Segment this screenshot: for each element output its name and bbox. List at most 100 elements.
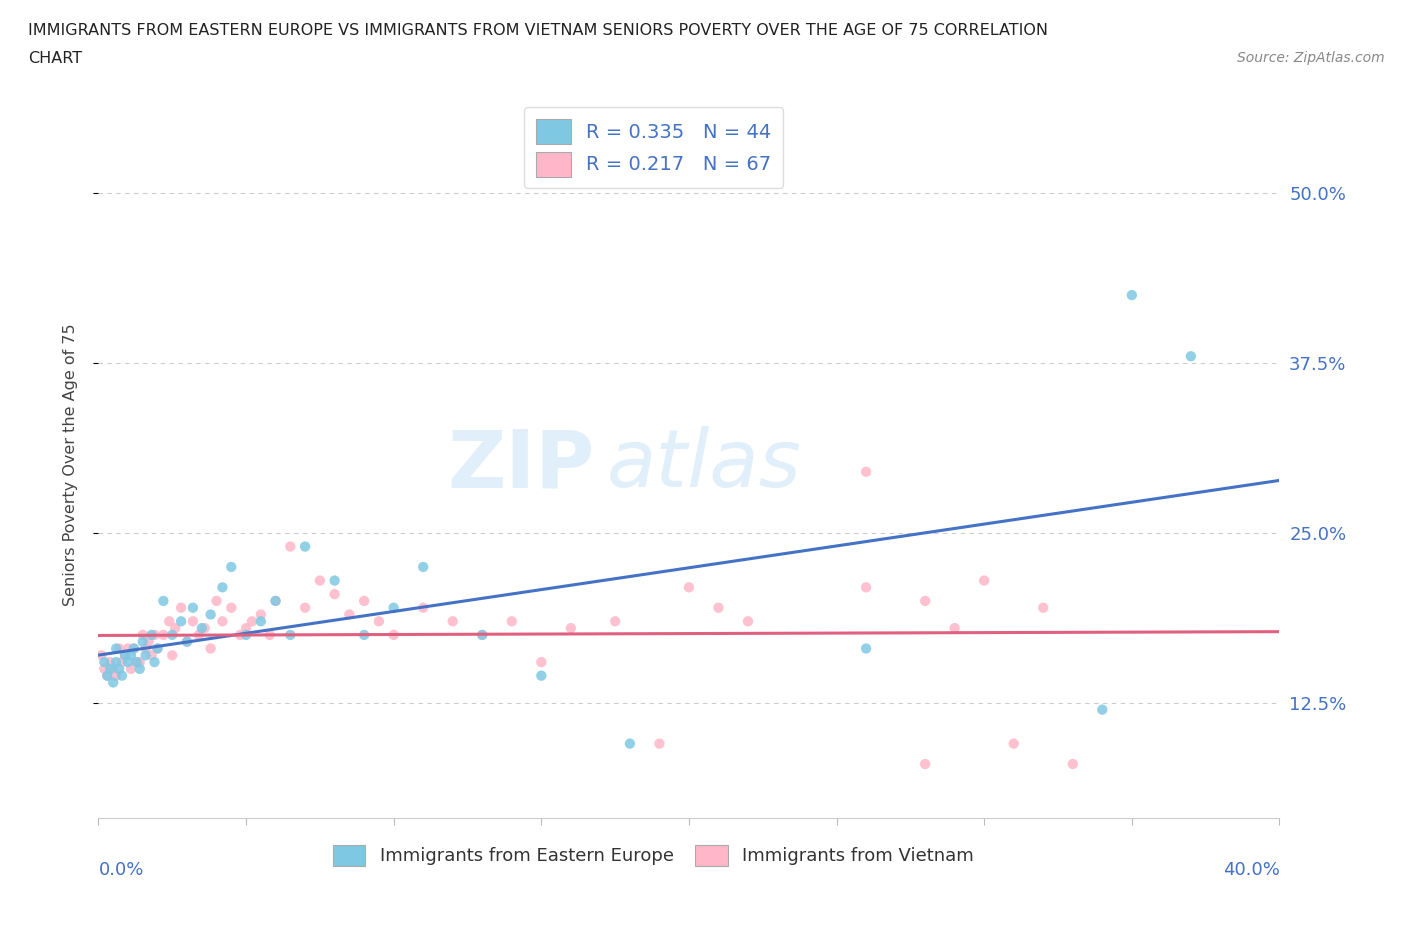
Point <box>855 641 877 656</box>
Point <box>152 593 174 608</box>
Point <box>412 600 434 615</box>
Point <box>250 614 273 629</box>
Point <box>211 614 233 629</box>
Point <box>205 593 228 608</box>
Point <box>162 628 183 643</box>
Point <box>141 628 163 643</box>
Point <box>914 593 936 608</box>
Point <box>368 614 391 629</box>
Point <box>471 628 494 643</box>
Point <box>353 593 375 608</box>
Point <box>105 641 128 656</box>
Point <box>294 539 316 554</box>
Point <box>125 655 148 670</box>
Point <box>176 634 198 649</box>
Point <box>1121 287 1143 302</box>
Text: 0.0%: 0.0% <box>98 861 143 879</box>
Point <box>221 600 243 615</box>
Point <box>181 614 204 629</box>
Point <box>120 661 142 676</box>
Text: CHART: CHART <box>28 51 82 66</box>
Point <box>412 560 434 575</box>
Point <box>441 614 464 629</box>
Point <box>240 614 263 629</box>
Point <box>143 655 166 670</box>
Point <box>111 655 134 670</box>
Point <box>98 655 121 670</box>
Point <box>382 628 405 643</box>
Text: ZIP: ZIP <box>447 426 595 504</box>
Point <box>264 593 287 608</box>
Point <box>128 655 150 670</box>
Point <box>280 628 302 643</box>
Point <box>560 620 582 635</box>
Point <box>152 628 174 643</box>
Point <box>191 620 214 635</box>
Point <box>103 675 125 690</box>
Point <box>128 661 150 676</box>
Point <box>259 628 281 643</box>
Point <box>737 614 759 629</box>
Point <box>1062 757 1084 772</box>
Point <box>648 737 671 751</box>
Text: 40.0%: 40.0% <box>1223 861 1279 879</box>
Point <box>250 607 273 622</box>
Point <box>120 648 142 663</box>
Point <box>1091 702 1114 717</box>
Point <box>309 573 332 588</box>
Point <box>1032 600 1054 615</box>
Point <box>855 464 877 479</box>
Point <box>157 614 180 629</box>
Point <box>114 648 136 663</box>
Point <box>93 655 115 670</box>
Point <box>108 661 131 676</box>
Legend: Immigrants from Eastern Europe, Immigrants from Vietnam: Immigrants from Eastern Europe, Immigran… <box>326 838 981 873</box>
Point <box>122 641 145 656</box>
Point <box>707 600 730 615</box>
Point <box>103 661 125 676</box>
Point <box>105 655 128 670</box>
Text: atlas: atlas <box>606 426 801 504</box>
Point <box>973 573 995 588</box>
Point <box>114 648 136 663</box>
Point <box>170 614 193 629</box>
Point <box>181 600 204 615</box>
Point <box>96 669 118 684</box>
Point <box>138 634 160 649</box>
Point <box>143 628 166 643</box>
Point <box>914 757 936 772</box>
Text: IMMIGRANTS FROM EASTERN EUROPE VS IMMIGRANTS FROM VIETNAM SENIORS POVERTY OVER T: IMMIGRANTS FROM EASTERN EUROPE VS IMMIGR… <box>28 23 1047 38</box>
Point <box>264 593 287 608</box>
Point <box>678 580 700 595</box>
Point <box>605 614 627 629</box>
Point <box>90 648 112 663</box>
Point <box>111 669 134 684</box>
Point <box>1002 737 1025 751</box>
Point <box>117 641 139 656</box>
Point <box>146 641 169 656</box>
Point <box>353 628 375 643</box>
Point <box>530 655 553 670</box>
Text: Source: ZipAtlas.com: Source: ZipAtlas.com <box>1237 51 1385 65</box>
Point <box>105 669 128 684</box>
Point <box>1180 349 1202 364</box>
Point <box>235 628 257 643</box>
Point <box>200 607 222 622</box>
Point <box>855 580 877 595</box>
Point <box>117 655 139 670</box>
Point <box>194 620 217 635</box>
Point <box>146 641 169 656</box>
Point <box>221 560 243 575</box>
Point <box>229 628 252 643</box>
Point <box>122 641 145 656</box>
Point <box>96 669 118 684</box>
Point <box>135 641 157 656</box>
Point <box>93 661 115 676</box>
Point <box>162 648 183 663</box>
Point <box>323 573 346 588</box>
Point <box>211 580 233 595</box>
Point <box>98 661 121 676</box>
Point <box>471 628 494 643</box>
Point <box>235 620 257 635</box>
Point <box>501 614 523 629</box>
